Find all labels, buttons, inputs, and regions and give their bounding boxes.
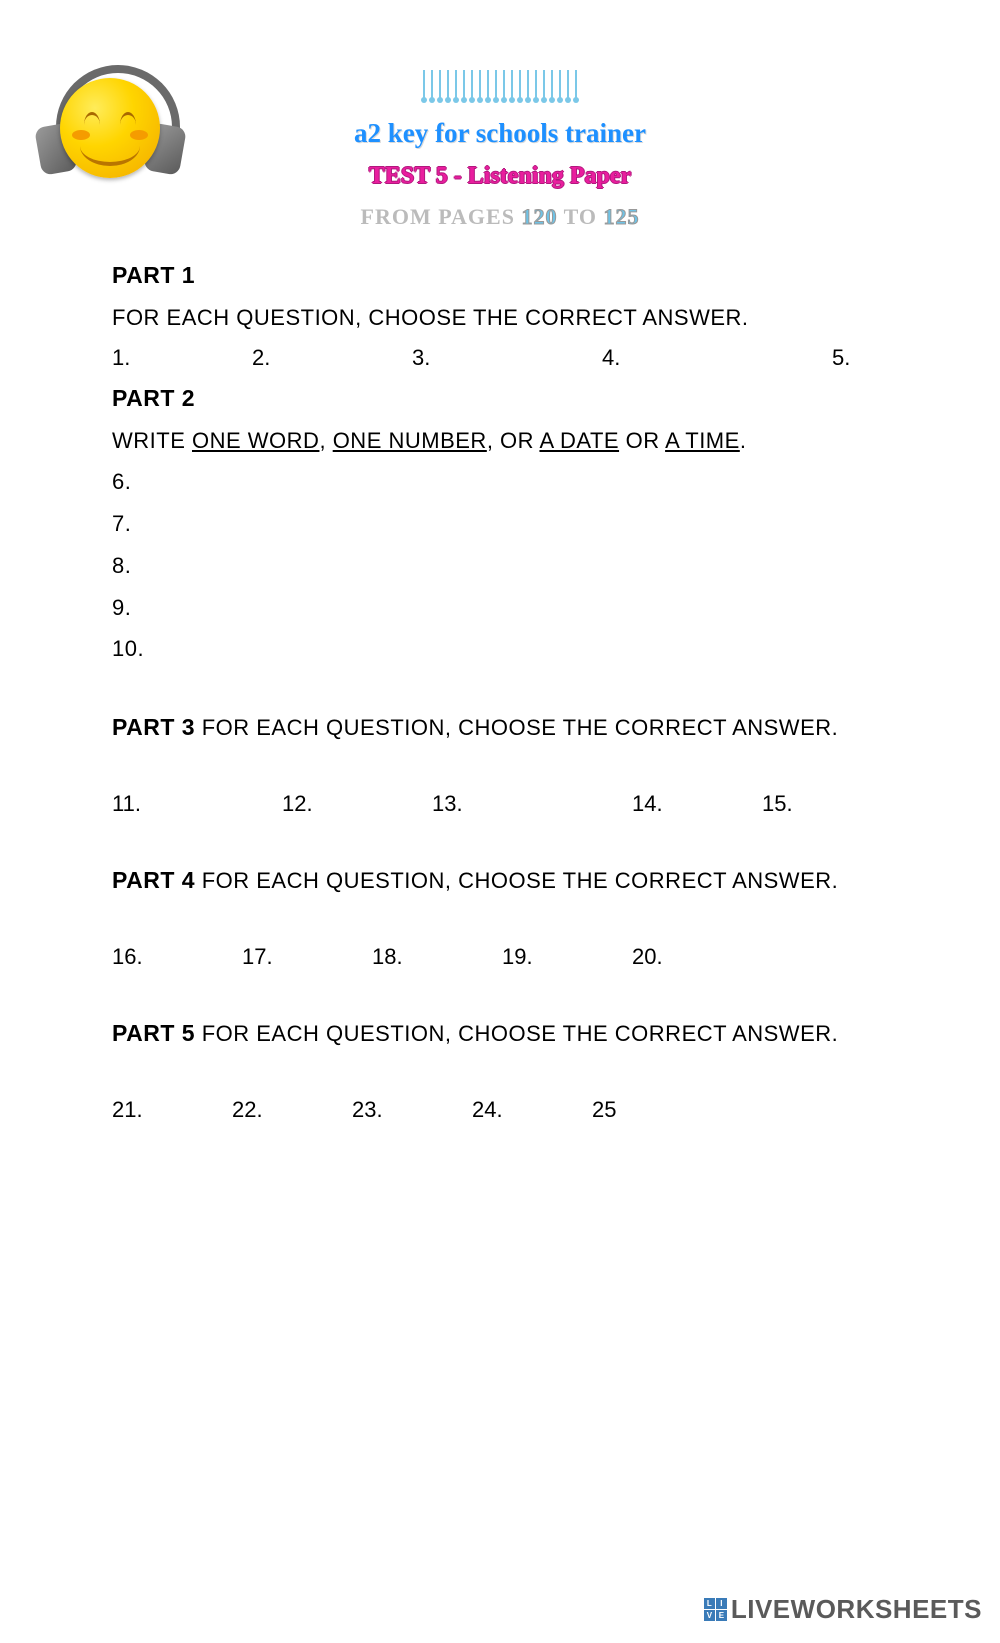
question-number[interactable]: 12. — [282, 791, 432, 817]
question-number[interactable]: 20. — [632, 944, 663, 970]
question-number[interactable]: 5. — [832, 345, 850, 371]
question-number[interactable]: 9. — [112, 593, 888, 623]
question-number[interactable]: 1. — [112, 345, 252, 371]
brand-name: LIVEWORKSHEETS — [731, 1594, 982, 1625]
question-number[interactable]: 11. — [112, 791, 282, 817]
part4-heading: PART 4 FOR EACH QUESTION, CHOOSE THE COR… — [112, 865, 888, 896]
question-number[interactable]: 25 — [592, 1097, 616, 1123]
question-number[interactable]: 24. — [472, 1097, 592, 1123]
question-number[interactable]: 21. — [112, 1097, 232, 1123]
part1-heading: PART 1 — [112, 260, 888, 291]
part1-instruction: FOR EACH QUESTION, CHOOSE THE CORRECT AN… — [112, 303, 888, 333]
question-number[interactable]: 6. — [112, 467, 888, 497]
part2-instruction: WRITE ONE WORD, ONE NUMBER, OR A DATE OR… — [112, 426, 888, 456]
question-number[interactable]: 14. — [632, 791, 762, 817]
brand-logo-icon: LIVE — [704, 1598, 727, 1621]
question-number[interactable]: 18. — [372, 944, 502, 970]
question-number[interactable]: 4. — [602, 345, 832, 371]
part3-questions: 11. 12. 13. 14. 15. — [112, 791, 888, 817]
headphone-emoji-icon — [38, 70, 183, 215]
question-number[interactable]: 23. — [352, 1097, 472, 1123]
question-number[interactable]: 3. — [412, 345, 602, 371]
brand-footer: LIVE LIVEWORKSHEETS — [704, 1594, 982, 1625]
question-number[interactable]: 17. — [242, 944, 372, 970]
question-number[interactable]: 2. — [252, 345, 412, 371]
question-number[interactable]: 16. — [112, 944, 242, 970]
part5-heading: PART 5 FOR EACH QUESTION, CHOOSE THE COR… — [112, 1018, 888, 1049]
part3-heading: PART 3 FOR EACH QUESTION, CHOOSE THE COR… — [112, 712, 888, 743]
question-number[interactable]: 19. — [502, 944, 632, 970]
part2-heading: PART 2 — [112, 383, 888, 414]
question-number[interactable]: 8. — [112, 551, 888, 581]
question-number[interactable]: 7. — [112, 509, 888, 539]
part4-questions: 16. 17. 18. 19. 20. — [112, 944, 888, 970]
question-number[interactable]: 22. — [232, 1097, 352, 1123]
question-number[interactable]: 13. — [432, 791, 632, 817]
question-number[interactable]: 10. — [112, 634, 888, 664]
part5-questions: 21. 22. 23. 24. 25 — [112, 1097, 888, 1123]
question-number[interactable]: 15. — [762, 791, 793, 817]
part1-questions: 1. 2. 3. 4. 5. — [112, 345, 888, 371]
